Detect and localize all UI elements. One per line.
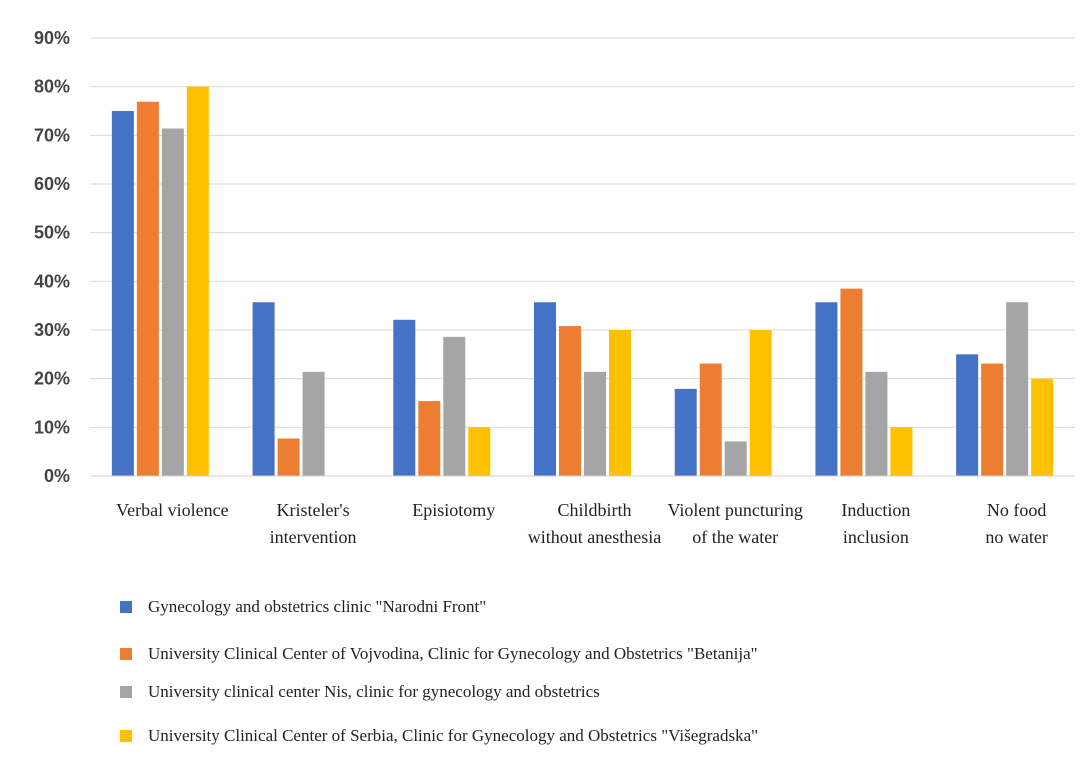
x-tick-label: Violent puncturing of the water xyxy=(668,500,803,547)
bar xyxy=(418,401,441,476)
bar xyxy=(981,363,1004,476)
x-tick-label: Kristeler's intervention xyxy=(270,500,357,547)
bar xyxy=(865,371,888,476)
bar xyxy=(749,330,772,476)
y-tick-label: 90% xyxy=(34,28,70,48)
bar xyxy=(136,101,159,477)
y-tick-label: 40% xyxy=(34,271,70,291)
bar xyxy=(699,363,722,476)
bar xyxy=(302,371,325,476)
grid-lines xyxy=(90,37,1075,428)
y-tick-label: 20% xyxy=(34,369,70,389)
y-tick-label: 80% xyxy=(34,77,70,97)
y-axis-ticks: 0% 10% 20% 30% 40% 50% 60% 70% 80% 90% xyxy=(34,28,70,486)
bar xyxy=(724,441,747,476)
x-tick-label: Induction inclusion xyxy=(841,500,910,547)
legend: Gynecology and obstetrics clinic "Narodn… xyxy=(120,597,758,745)
bar xyxy=(584,371,606,476)
y-tick-label: 0% xyxy=(44,466,70,486)
bar xyxy=(393,319,416,476)
bar xyxy=(111,111,134,476)
legend-label: Gynecology and obstetrics clinic "Narodn… xyxy=(148,597,486,616)
bar xyxy=(161,128,184,476)
y-tick-label: 10% xyxy=(34,417,70,437)
bar xyxy=(840,288,863,476)
bar xyxy=(674,388,697,476)
bar xyxy=(443,336,466,476)
legend-label: University clinical center Nis, clinic f… xyxy=(148,682,600,701)
x-tick-label: Childbirth without anesthesia xyxy=(528,500,661,547)
bar xyxy=(1006,302,1029,476)
bar xyxy=(534,302,556,476)
y-tick-label: 70% xyxy=(34,125,70,145)
x-tick-label: No food no water xyxy=(985,500,1047,547)
legend-swatch xyxy=(120,648,132,660)
legend-label: University Clinical Center of Vojvodina,… xyxy=(148,644,758,663)
bar xyxy=(252,302,275,476)
y-tick-label: 30% xyxy=(34,320,70,340)
x-tick-label: Verbal violence xyxy=(116,500,228,520)
legend-swatch xyxy=(120,686,132,698)
bar xyxy=(890,427,913,476)
bars xyxy=(111,86,1054,477)
bar xyxy=(956,354,979,476)
y-tick-label: 50% xyxy=(34,223,70,243)
legend-swatch xyxy=(120,601,132,613)
bar xyxy=(815,302,838,476)
bar xyxy=(609,330,631,476)
bar xyxy=(468,427,491,476)
bar xyxy=(186,86,209,477)
bar xyxy=(1031,378,1054,476)
x-tick-label: Episiotomy xyxy=(412,500,495,520)
bar xyxy=(559,326,581,476)
legend-swatch xyxy=(120,730,132,742)
legend-label: University Clinical Center of Serbia, Cl… xyxy=(148,726,758,745)
bar xyxy=(277,438,300,476)
y-tick-label: 60% xyxy=(34,174,70,194)
x-axis-ticks: Verbal violence Kristeler's intervention Ep… xyxy=(116,500,1048,547)
